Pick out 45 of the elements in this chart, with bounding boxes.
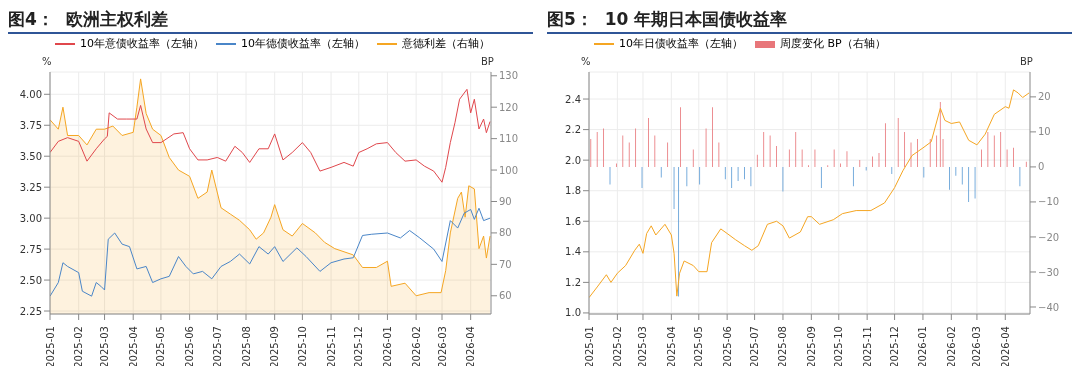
y2-tick-label: 80 bbox=[499, 227, 512, 239]
legend-label: 意德利差（右轴） bbox=[402, 37, 490, 51]
y-tick-label: 2.25 bbox=[19, 305, 42, 317]
line-series bbox=[50, 207, 491, 297]
y2-tick-label: 110 bbox=[499, 133, 519, 145]
y-tick-label: 3.25 bbox=[19, 181, 42, 193]
y-tick-label: 1.2 bbox=[565, 276, 581, 288]
y2-tick-label: 0 bbox=[1038, 161, 1045, 173]
y-tick-label: 3.00 bbox=[19, 212, 42, 224]
line-series bbox=[50, 88, 491, 183]
y-tick-label: 2.4 bbox=[565, 93, 581, 105]
legend-label: 周度变化 BP（右轴） bbox=[780, 37, 886, 51]
y2-tick-label: −30 bbox=[1038, 266, 1060, 278]
y2-tick-label: 120 bbox=[499, 101, 519, 113]
chart-title: 图5： 10 年期日本国债收益率 bbox=[547, 8, 1072, 34]
chart-title: 图4： 欧洲主权利差 bbox=[8, 8, 533, 34]
y2-axis-title: BP bbox=[481, 56, 494, 67]
y2-tick-label: 10 bbox=[1038, 126, 1051, 138]
y-tick-label: 2.2 bbox=[565, 124, 581, 136]
legend-label: 10年德债收益率（左轴） bbox=[241, 37, 365, 51]
y2-tick-label: 130 bbox=[499, 70, 519, 82]
y-tick-label: 2.0 bbox=[565, 154, 581, 166]
y2-tick-label: 100 bbox=[499, 164, 519, 176]
legend-label: 10年日债收益率（左轴） bbox=[619, 37, 743, 51]
y-tick-label: 3.75 bbox=[19, 119, 42, 131]
y-tick-label: 1.8 bbox=[565, 185, 581, 197]
y-tick-label: 1.6 bbox=[565, 215, 581, 227]
y-axis-title: % bbox=[581, 56, 591, 67]
y-tick-label: 4.00 bbox=[19, 88, 42, 100]
y-tick-label: 1.0 bbox=[565, 307, 581, 319]
y2-tick-label: −20 bbox=[1038, 231, 1060, 243]
line-series bbox=[589, 89, 1030, 299]
y2-tick-label: 20 bbox=[1038, 91, 1051, 103]
y-tick-label: 1.4 bbox=[565, 246, 581, 258]
y2-tick-label: −10 bbox=[1038, 196, 1060, 208]
y2-axis-title: BP bbox=[1020, 56, 1033, 67]
y2-tick-label: 70 bbox=[499, 258, 512, 270]
y-tick-label: 3.50 bbox=[19, 150, 42, 162]
y-tick-label: 2.50 bbox=[19, 274, 42, 286]
legend-label: 10年意债收益率（左轴） bbox=[80, 37, 204, 51]
y-tick-label: 2.75 bbox=[19, 243, 42, 255]
y2-tick-label: −40 bbox=[1038, 301, 1060, 313]
y2-tick-label: 60 bbox=[499, 290, 512, 302]
y-axis-title: % bbox=[42, 56, 52, 67]
y2-tick-label: 90 bbox=[499, 196, 512, 208]
